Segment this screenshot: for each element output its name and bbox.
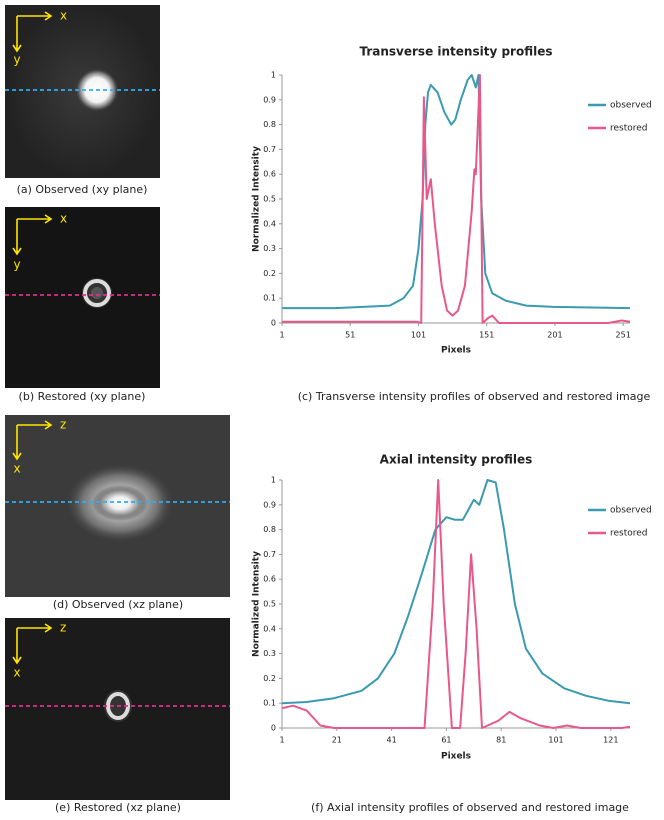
y-tick-label: 0.7 [263, 145, 276, 154]
panel-b: x y (b) Restored (xy plane) [5, 207, 160, 403]
x-axis-title: Pixels [441, 752, 471, 762]
caption: (f) Axial intensity profiles of observed… [311, 801, 629, 814]
y-tick-label: 0.6 [263, 575, 276, 584]
legend-label: observed [610, 506, 652, 516]
axis-label: x [60, 212, 67, 226]
panel-d: z x (d) Observed (xz plane) [5, 415, 230, 611]
y-tick-label: 0.1 [263, 699, 276, 708]
panel-e: z x (e) Restored (xz plane) [5, 618, 230, 814]
y-tick-label: 0.4 [263, 624, 276, 633]
y-tick-label: 0 [271, 724, 276, 733]
y-tick-label: 0.3 [263, 244, 276, 253]
x-tick-label: 41 [387, 736, 397, 745]
x-tick-label: 101 [548, 736, 563, 745]
y-tick-label: 1 [271, 476, 276, 485]
y-tick-label: 0.8 [263, 120, 276, 129]
x-tick-label: 1 [279, 736, 284, 745]
caption: (e) Restored (xz plane) [55, 801, 181, 814]
x-axis-title: Pixels [441, 346, 471, 356]
y-tick-label: 1 [271, 71, 276, 80]
chart: 00.10.20.30.40.50.60.70.80.911 21 41 61 81 10… [252, 453, 652, 815]
y-tick-label: 0.7 [263, 550, 276, 559]
x-tick-label: 101 [411, 331, 426, 340]
chart-title: Transverse intensity profiles [359, 45, 552, 59]
axis-label: y [13, 258, 20, 272]
y-tick-label: 0.2 [263, 674, 276, 683]
y-tick-label: 0.2 [263, 269, 276, 278]
axis-label: x [60, 9, 67, 23]
axis-label: y [13, 53, 20, 67]
data-line [281, 479, 631, 705]
y-tick-label: 0.6 [263, 170, 276, 179]
chart-title: Axial intensity profiles [380, 453, 533, 467]
x-tick-label: 61 [441, 736, 451, 745]
x-tick-label: 51 [345, 331, 355, 340]
caption: (c) Transverse intensity profiles of obs… [298, 390, 651, 403]
x-tick-label: 1 [279, 331, 284, 340]
y-axis-title: Normalized Intensity [252, 146, 262, 252]
y-axis-title: Normalized Intensity [252, 551, 262, 657]
x-tick-label: 151 [479, 331, 494, 340]
legend-label: restored [610, 529, 648, 539]
y-tick-label: 0 [271, 319, 276, 328]
x-tick-label: 81 [496, 736, 506, 745]
y-tick-label: 0.1 [263, 294, 276, 303]
legend-label: observed [610, 101, 652, 111]
axis-label: x [13, 462, 20, 476]
y-tick-label: 0.9 [263, 500, 276, 509]
x-tick-label: 251 [616, 331, 631, 340]
caption: (d) Observed (xz plane) [53, 598, 183, 611]
y-tick-label: 0.5 [263, 195, 276, 204]
y-tick-label: 0.4 [263, 219, 276, 228]
data-line [282, 74, 631, 324]
legend-label: restored [610, 124, 648, 134]
caption: (a) Observed (xy plane) [17, 183, 148, 196]
axis-label: z [60, 418, 66, 432]
y-tick-label: 0.5 [263, 600, 276, 609]
axis-label: z [60, 621, 66, 635]
x-tick-label: 121 [603, 736, 618, 745]
x-tick-label: 201 [547, 331, 562, 340]
caption: (b) Restored (xy plane) [19, 390, 146, 403]
x-tick-label: 21 [332, 736, 342, 745]
chart: 00.10.20.30.40.50.60.70.80.911 51 101 151 20… [252, 45, 652, 404]
y-tick-label: 0.8 [263, 525, 276, 534]
y-tick-label: 0.3 [263, 649, 276, 658]
data-line [282, 74, 631, 310]
y-tick-label: 0.9 [263, 95, 276, 104]
axis-label: x [13, 666, 20, 680]
data-line [281, 479, 631, 729]
panel-a: x y (a) Observed (xy plane) [5, 5, 160, 196]
